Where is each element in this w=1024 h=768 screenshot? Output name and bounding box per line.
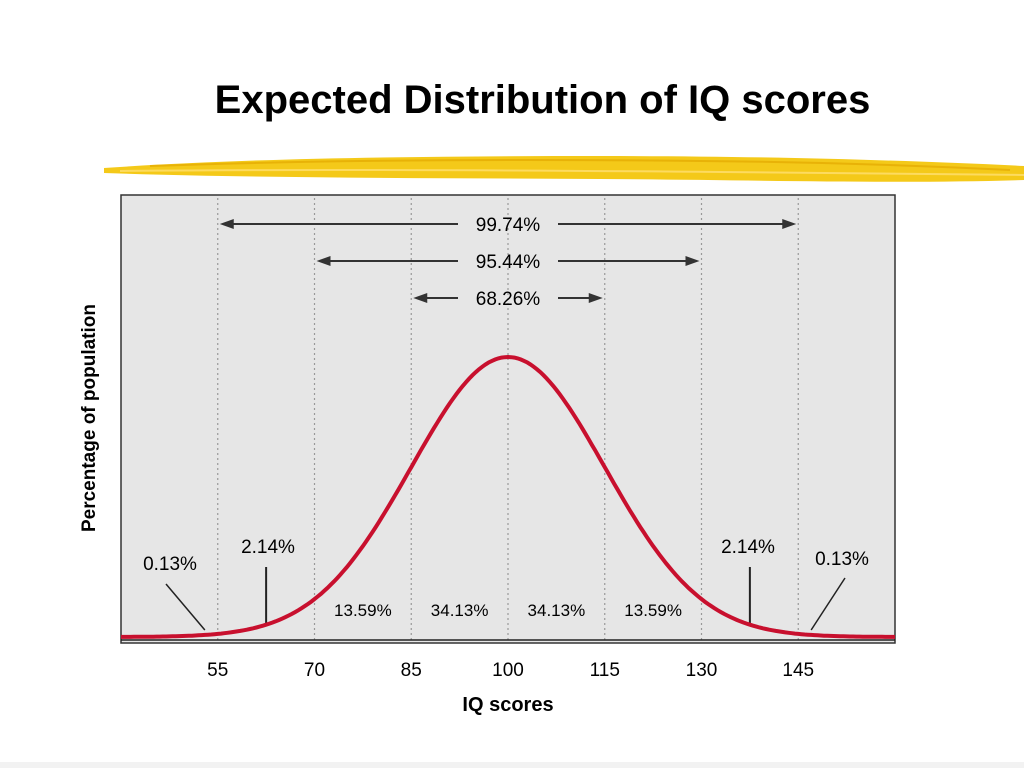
x-axis-label: IQ scores bbox=[462, 694, 553, 716]
x-tick-label: 85 bbox=[401, 660, 422, 681]
callout-leader bbox=[810, 577, 846, 631]
range-label: 68.26% bbox=[476, 289, 541, 310]
range-arrowhead-right bbox=[782, 219, 797, 229]
region-percentage-label: 13.59% bbox=[624, 601, 682, 620]
y-axis-label: Percentage of population bbox=[79, 304, 100, 532]
range-label: 95.44% bbox=[476, 252, 541, 273]
callout-label: 0.13% bbox=[143, 554, 197, 575]
region-percentage-label: 13.59% bbox=[334, 601, 392, 620]
region-percentage-label: 34.13% bbox=[431, 601, 489, 620]
range-arrowhead-left bbox=[413, 293, 428, 303]
region-percentage-label: 34.13% bbox=[528, 601, 586, 620]
callout-label: 2.14% bbox=[721, 537, 775, 558]
x-tick-label: 100 bbox=[492, 660, 524, 681]
x-tick-label: 55 bbox=[207, 660, 228, 681]
x-tick-label: 145 bbox=[782, 660, 814, 681]
range-arrowhead-left bbox=[219, 219, 234, 229]
x-tick-label: 130 bbox=[686, 660, 718, 681]
callout-leader bbox=[165, 583, 206, 631]
x-tick-label: 70 bbox=[304, 660, 325, 681]
slide-title: Expected Distribution of IQ scores bbox=[214, 78, 871, 122]
highlighter-underline bbox=[104, 156, 1024, 182]
normal-curve bbox=[121, 354, 895, 639]
range-arrowhead-right bbox=[685, 256, 700, 266]
range-label: 99.74% bbox=[476, 215, 541, 236]
range-arrowhead-right bbox=[588, 293, 603, 303]
x-tick-label: 115 bbox=[590, 660, 620, 681]
footer-rule bbox=[0, 762, 1024, 768]
callout-label: 2.14% bbox=[241, 537, 295, 558]
callout-label: 0.13% bbox=[815, 549, 869, 570]
range-arrowhead-left bbox=[316, 256, 331, 266]
